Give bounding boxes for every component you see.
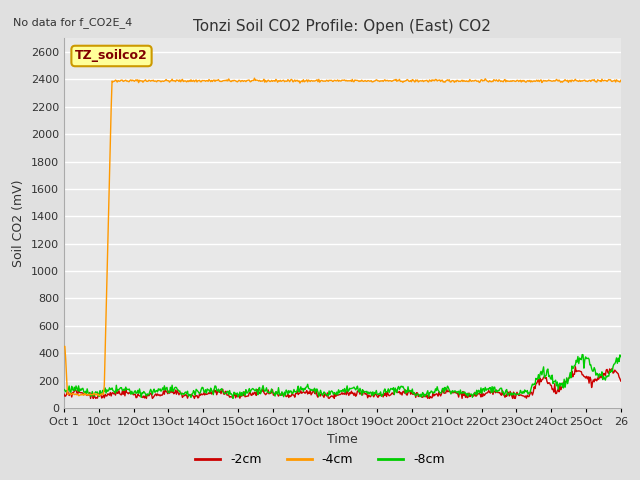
Title: Tonzi Soil CO2 Profile: Open (East) CO2: Tonzi Soil CO2 Profile: Open (East) CO2 <box>193 20 492 35</box>
Text: TZ_soilco2: TZ_soilco2 <box>75 49 148 62</box>
X-axis label: Time: Time <box>327 432 358 445</box>
Y-axis label: Soil CO2 (mV): Soil CO2 (mV) <box>12 180 26 267</box>
Legend: -2cm, -4cm, -8cm: -2cm, -4cm, -8cm <box>190 448 450 471</box>
Text: No data for f_CO2E_4: No data for f_CO2E_4 <box>13 17 132 28</box>
